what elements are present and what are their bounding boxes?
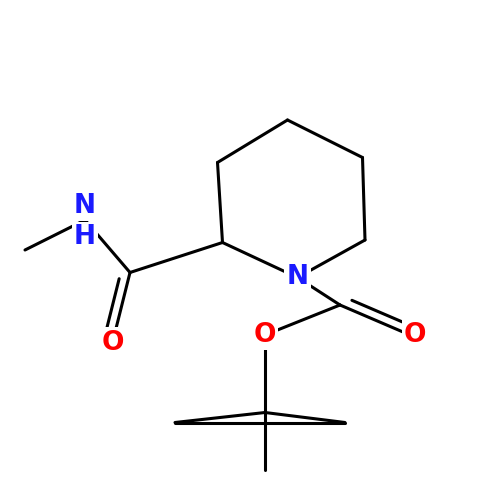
- Text: N: N: [74, 193, 96, 219]
- Text: H: H: [74, 224, 96, 250]
- Text: O: O: [404, 322, 426, 348]
- Text: O: O: [254, 322, 276, 348]
- Text: H: H: [74, 224, 96, 250]
- Text: N: N: [286, 264, 308, 290]
- Text: O: O: [254, 322, 276, 348]
- Text: N: N: [74, 193, 96, 219]
- Text: N: N: [286, 264, 308, 290]
- Text: O: O: [101, 330, 124, 355]
- Text: O: O: [101, 330, 124, 355]
- Text: O: O: [404, 322, 426, 348]
